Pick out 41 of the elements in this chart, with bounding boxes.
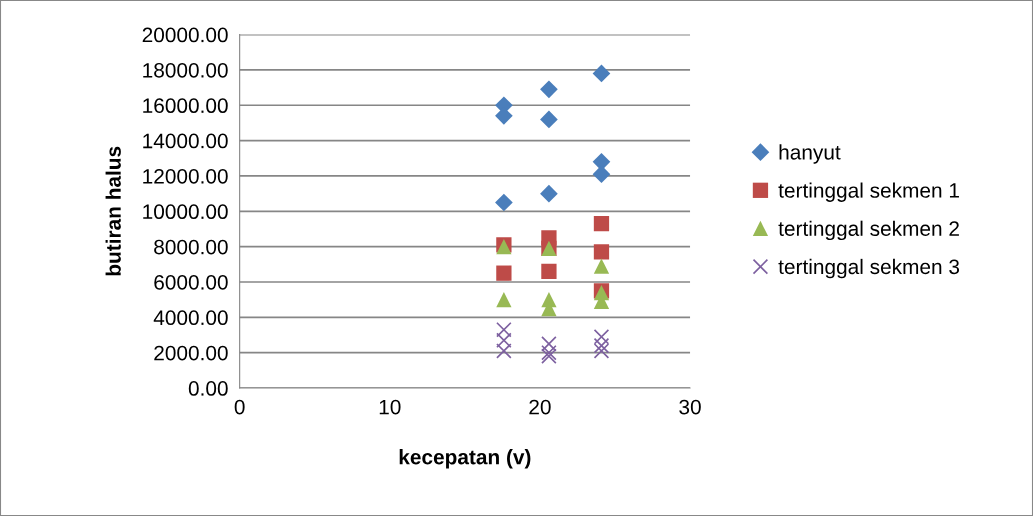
- y-tick-label: 0.00: [188, 381, 228, 396]
- x-tick-label: 0: [234, 399, 245, 415]
- x-axis-title: kecepatan (v): [399, 449, 531, 469]
- point: [496, 265, 512, 281]
- point: [593, 244, 610, 260]
- point: [495, 193, 513, 212]
- point: [541, 348, 557, 365]
- y-tick-label: 4000.00: [153, 310, 228, 326]
- legend-label: tertinggal sekmen 3: [778, 258, 960, 279]
- point: [541, 263, 557, 280]
- y-tick-label: 12000.00: [143, 168, 228, 184]
- y-tick-label: 14000.00: [143, 133, 228, 149]
- point: [496, 292, 512, 308]
- point: [593, 258, 610, 274]
- legend-label: tertinggal sekmen 1: [778, 182, 959, 202]
- point: [496, 343, 512, 359]
- point: [496, 332, 512, 349]
- point: [593, 337, 610, 354]
- y-tick-label: 18000.00: [143, 62, 228, 78]
- point: [593, 343, 610, 359]
- x-tick-label: 20: [529, 399, 551, 415]
- point: [496, 321, 512, 338]
- legend-label: tertinggal sekmen 2: [778, 220, 959, 241]
- legend-label: hanyut: [779, 144, 841, 164]
- point: [541, 336, 557, 352]
- point: [593, 216, 610, 232]
- y-tick-label: 2000.00: [154, 345, 228, 361]
- y-axis-title: butiran halus: [105, 146, 121, 276]
- point: [592, 64, 611, 83]
- y-tick-label: 6000.00: [154, 275, 228, 290]
- x-tick-label: 10: [379, 399, 401, 415]
- point: [540, 184, 558, 203]
- y-tick-label: 8000.00: [154, 239, 228, 255]
- point: [593, 329, 610, 345]
- y-tick-label: 16000.00: [143, 98, 228, 114]
- x-tick-label: 30: [679, 399, 701, 415]
- point: [541, 344, 557, 361]
- y-tick-label: 20000.00: [142, 27, 228, 43]
- point: [540, 80, 558, 99]
- point: [540, 110, 558, 129]
- y-tick-label: 10000.00: [143, 204, 228, 220]
